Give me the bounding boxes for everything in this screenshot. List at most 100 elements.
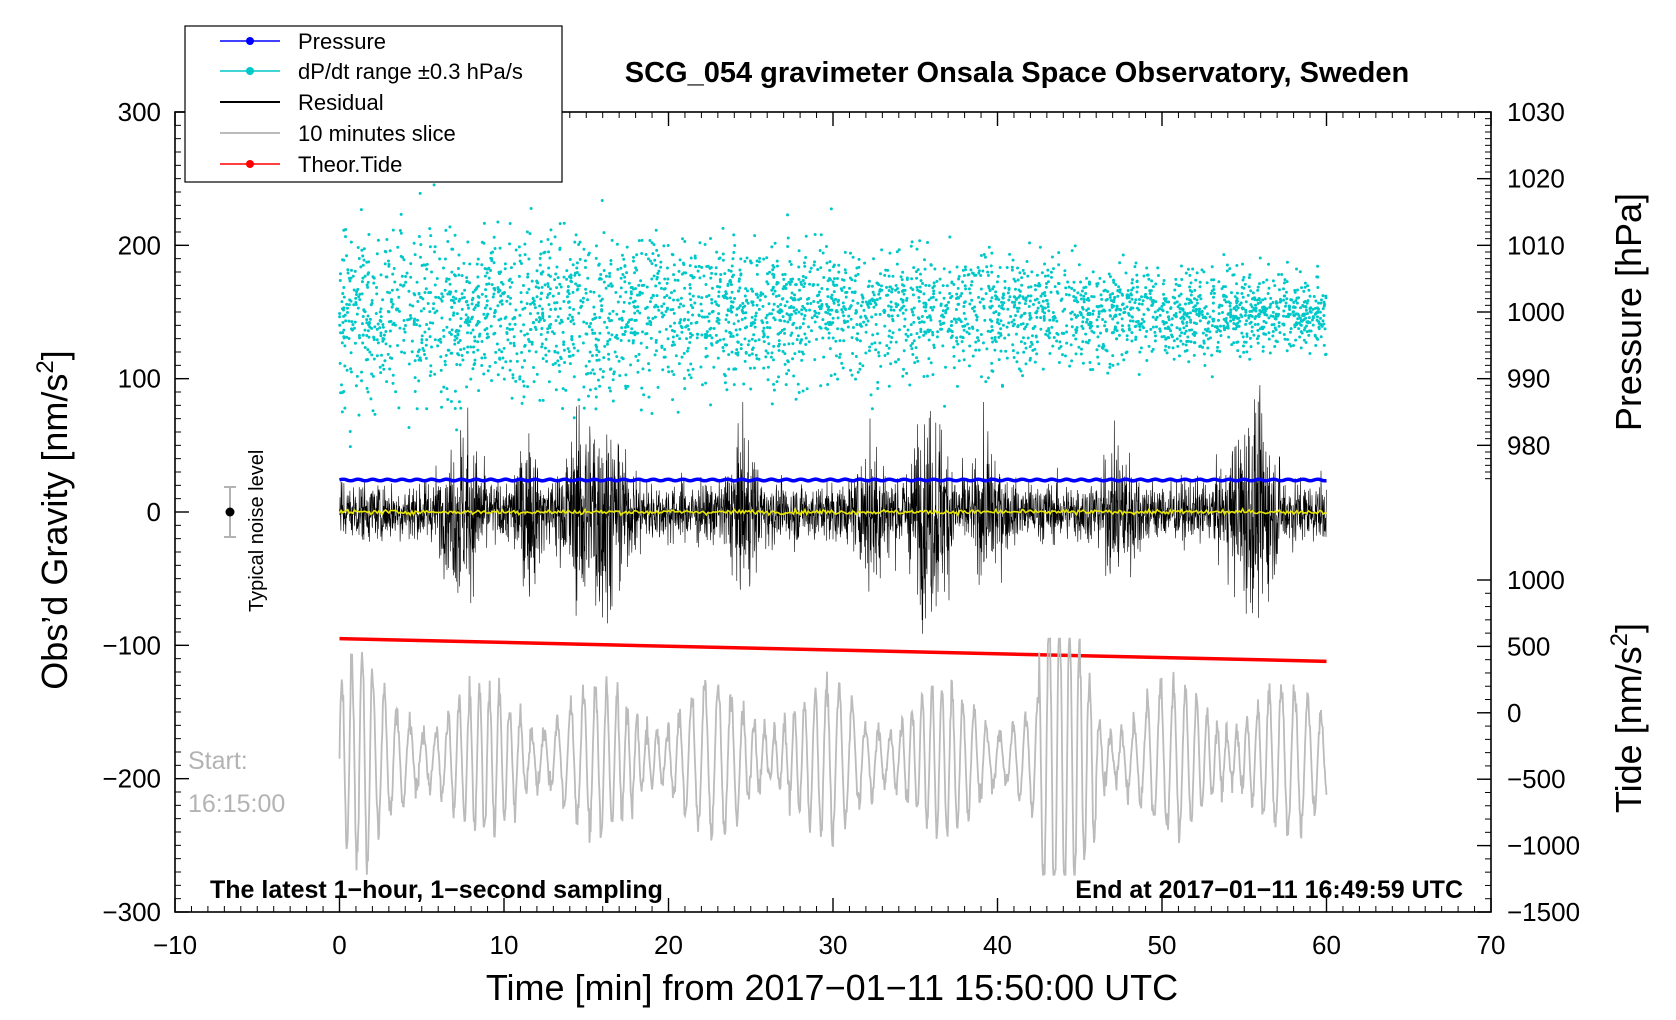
dpdt-point — [345, 306, 349, 310]
dpdt-point — [790, 331, 794, 335]
dpdt-point — [1298, 270, 1302, 274]
dpdt-point — [751, 289, 755, 293]
dpdt-point — [707, 293, 711, 297]
dpdt-point — [1017, 306, 1021, 310]
dpdt-point — [1064, 292, 1068, 296]
dpdt-point — [686, 346, 690, 350]
y-axis-title-pressure: Pressure [hPa] — [1608, 193, 1649, 431]
dpdt-point — [1227, 335, 1231, 339]
dpdt-point — [971, 271, 975, 275]
dpdt-point — [596, 338, 600, 342]
dpdt-point — [1250, 329, 1254, 333]
dpdt-point — [452, 301, 456, 305]
dpdt-point — [1186, 311, 1190, 315]
dpdt-point — [1090, 324, 1094, 328]
dpdt-point — [400, 350, 404, 354]
dpdt-point — [507, 279, 511, 283]
dpdt-point — [1082, 300, 1086, 304]
dpdt-point — [1003, 279, 1007, 283]
dpdt-point — [1005, 266, 1009, 270]
dpdt-point — [783, 304, 787, 308]
dpdt-point — [369, 397, 373, 401]
dpdt-point — [902, 349, 906, 353]
dpdt-point — [635, 268, 639, 272]
dpdt-point — [520, 365, 524, 369]
dpdt-point — [1254, 309, 1258, 313]
dpdt-point — [956, 317, 960, 321]
dpdt-point — [379, 273, 383, 277]
dpdt-point — [990, 328, 994, 332]
dpdt-point — [1135, 285, 1139, 289]
dpdt-point — [1273, 344, 1277, 348]
dpdt-point — [1242, 340, 1246, 344]
dpdt-point — [647, 362, 651, 366]
dpdt-point — [804, 234, 808, 238]
legend-item-tide: Theor.Tide — [220, 152, 402, 177]
dpdt-point — [744, 311, 748, 315]
dpdt-point — [1070, 317, 1074, 321]
dpdt-point — [1188, 289, 1192, 293]
dpdt-point — [533, 306, 537, 310]
dpdt-point — [432, 302, 436, 306]
dpdt-point — [440, 316, 444, 320]
dpdt-point — [571, 263, 575, 267]
dpdt-point — [1225, 263, 1229, 267]
dpdt-point — [600, 199, 604, 203]
dpdt-point — [911, 293, 915, 297]
dpdt-point — [554, 388, 558, 392]
dpdt-point — [520, 401, 524, 405]
dpdt-point — [739, 347, 743, 351]
dpdt-point — [375, 338, 379, 342]
dpdt-point — [509, 359, 513, 363]
dpdt-point — [971, 307, 975, 311]
dpdt-point — [439, 355, 443, 359]
dpdt-point — [660, 311, 664, 315]
dpdt-point — [460, 292, 464, 296]
dpdt-point — [391, 228, 395, 232]
dpdt-point — [1164, 337, 1168, 341]
dpdt-point — [571, 290, 575, 294]
dpdt-point — [646, 257, 650, 261]
dpdt-point — [836, 316, 840, 320]
dpdt-point — [496, 286, 500, 290]
dpdt-point — [922, 375, 926, 379]
dpdt-point — [388, 356, 392, 360]
dpdt-point — [1174, 311, 1178, 315]
dpdt-point — [598, 315, 602, 319]
tide-line — [339, 636, 1327, 664]
dpdt-point — [772, 273, 776, 277]
dpdt-point — [1154, 325, 1158, 329]
dpdt-point — [518, 375, 522, 379]
dpdt-point — [623, 280, 627, 284]
dpdt-point — [795, 308, 799, 312]
dpdt-point — [465, 321, 469, 325]
dpdt-point — [602, 280, 606, 284]
dpdt-point — [1123, 307, 1127, 311]
dpdt-point — [1242, 275, 1246, 279]
dpdt-point — [888, 251, 892, 255]
dpdt-point — [1309, 310, 1313, 314]
dpdt-point — [638, 311, 642, 315]
dpdt-point — [801, 274, 805, 278]
dpdt-point — [773, 241, 777, 245]
dpdt-point — [1037, 301, 1041, 305]
dpdt-point — [833, 284, 837, 288]
dpdt-point — [1181, 342, 1185, 346]
dpdt-point — [558, 282, 562, 286]
dpdt-point — [425, 267, 429, 271]
dpdt-point — [895, 262, 899, 266]
dpdt-point — [1135, 290, 1139, 294]
dpdt-point — [585, 321, 589, 325]
dpdt-point — [519, 300, 523, 304]
dpdt-point — [1072, 294, 1076, 298]
dpdt-point — [1080, 305, 1084, 309]
dpdt-point — [1077, 345, 1081, 349]
dpdt-point — [1261, 345, 1265, 349]
dpdt-point — [370, 301, 374, 305]
dpdt-point — [859, 315, 863, 319]
dpdt-point — [1193, 288, 1197, 292]
dpdt-point — [1019, 340, 1023, 344]
dpdt-point — [915, 276, 919, 280]
dpdt-point — [918, 272, 922, 276]
dpdt-point — [739, 343, 743, 347]
